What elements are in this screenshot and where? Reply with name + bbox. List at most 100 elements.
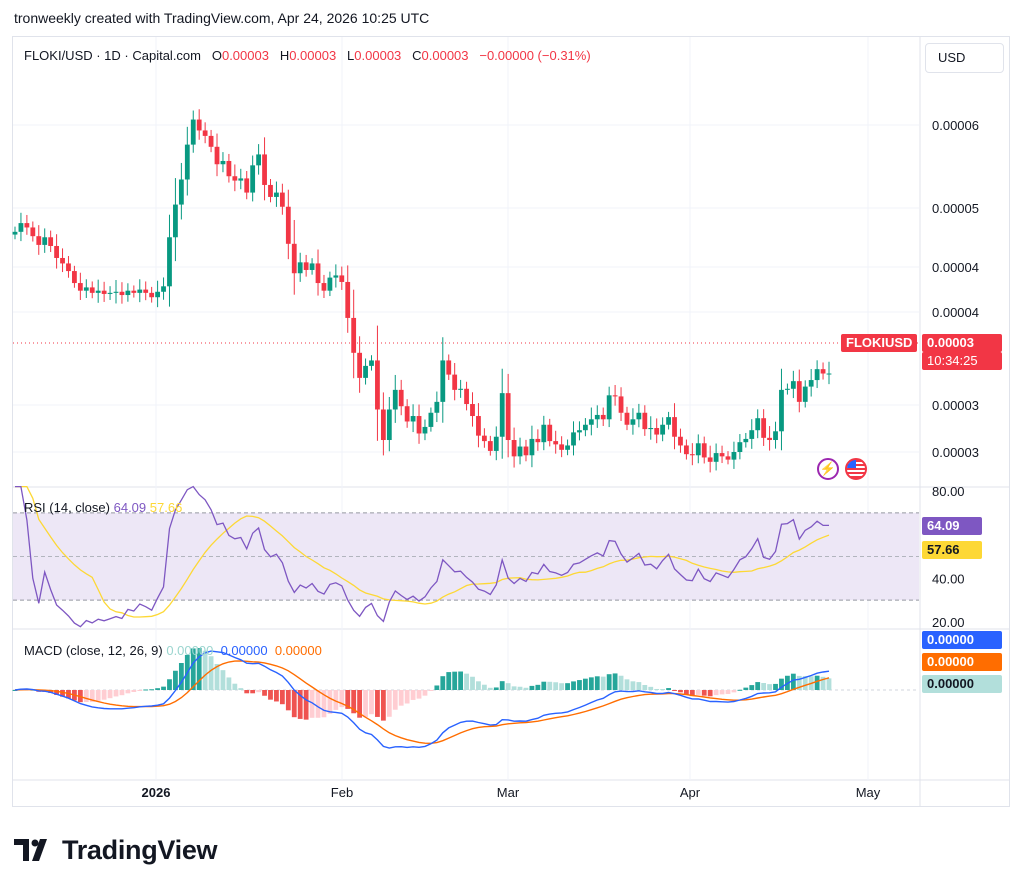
macd-histogram-bar [256,690,262,693]
candle-body [137,289,143,293]
candle-body [529,438,535,456]
rsi-ma-line [15,485,830,618]
candle-body [149,292,155,298]
candle-body [624,412,630,425]
macd-histogram-bar [54,690,59,696]
macd-histogram-bar [511,686,517,690]
close-label: C [412,48,422,63]
candle-body [785,388,790,390]
macd-histogram-bar [12,690,18,691]
candle-body [48,237,54,246]
macd-histogram-bar [309,690,315,718]
candle-body [737,442,743,452]
open-value: 0.00003 [221,48,269,63]
candle-body [481,435,487,442]
macd-histogram-bar [725,690,731,694]
macd-histogram-bar [321,690,327,718]
flag-canton [847,460,856,468]
macd-histogram-bar [392,690,398,710]
macd-histogram-bar [131,690,137,692]
macd-histogram-bar [363,690,368,718]
chart-frame[interactable] [12,36,1010,807]
macd-histogram-bar [618,675,624,690]
currency-button[interactable]: USD [925,43,1004,73]
candle-body [398,389,404,407]
macd-histogram-bar [761,683,767,690]
change-value: −0.00000 (−0.31%) [479,48,591,63]
candle-body [707,457,713,462]
macd-histogram-bar [814,675,820,690]
macd-histogram-bar [95,690,101,701]
candle-body [66,263,71,272]
candle-body [190,119,196,145]
candle-body [208,135,214,147]
macd-histogram-bar [137,690,143,691]
candle-body [410,416,416,422]
macd-histogram-bar [654,688,660,690]
open-label: O [211,48,222,63]
macd-histogram-bar [470,676,475,690]
candle-body [523,446,529,456]
macd-histogram-bar [606,674,612,690]
macd-histogram-bar [351,690,357,714]
macd-histogram-bar [517,686,523,690]
candle-body [600,414,606,420]
symbol-price-tag: FLOKIUSD [841,334,918,352]
macd-histogram-bar [648,686,654,690]
candle-body [167,237,172,287]
candle-body [743,438,749,443]
candle-body [214,146,220,165]
macd-histogram-bar [149,689,155,691]
brand-name: TradingView [62,834,218,865]
symbol-name[interactable]: FLOKI/USD · 1D · Capital.com [24,48,201,63]
macd-histogram-bar [672,690,677,691]
macd-histogram-bar [178,663,184,690]
candle-body [535,438,541,443]
low-label: L [347,48,355,63]
high-label: H [279,48,290,63]
candle-body [309,263,315,270]
candle-body [291,243,297,274]
macd-histogram-bar [357,690,363,718]
rsi-label[interactable]: RSI (14, close) [24,500,110,515]
macd-histogram-bar [202,650,208,690]
macd-label[interactable]: MACD (close, 12, 26, 9) [24,643,163,658]
candle-body [107,292,113,294]
macd-line-value: 0.00000 [220,643,268,658]
candle-body [826,373,832,375]
candle-body [256,154,262,166]
candle-body [363,365,368,378]
macd-histogram-bar [624,679,630,690]
candle-body [701,443,707,458]
tradingview-logo[interactable]: TradingView [14,833,218,867]
time-axis-label: Mar [497,785,520,800]
rsi-axis-label: 80.00 [932,484,965,499]
candle-body [612,395,618,397]
candle-body [606,395,612,420]
macd-signal-value: 0.00000 [274,643,322,658]
candle-body [345,281,351,318]
macd-histogram-bar [476,681,481,690]
candle-body [274,192,279,197]
candle-body [238,178,244,181]
price-axis-label: 0.00003 [932,398,979,413]
candle-body [202,130,208,136]
high-value: 0.00003 [289,48,337,63]
us-flag-icon[interactable] [845,458,867,480]
candle-body [131,290,137,293]
macd-histogram-bar [529,685,535,690]
macd-histogram-bar [678,690,683,693]
candle-body [547,424,553,442]
candle-body [184,144,190,180]
macd-histogram-bar [565,683,570,690]
candle-body [636,412,642,420]
flash-icon[interactable]: ⚡ [817,458,839,480]
macd-line-tag: 0.00000 [922,631,1002,649]
candle-body [672,417,677,437]
macd-histogram-bar [820,676,826,690]
macd-histogram-bar [767,684,772,690]
macd-histogram-bar [196,648,202,690]
macd-histogram-bar [612,673,618,690]
macd-histogram-bar [547,681,553,690]
